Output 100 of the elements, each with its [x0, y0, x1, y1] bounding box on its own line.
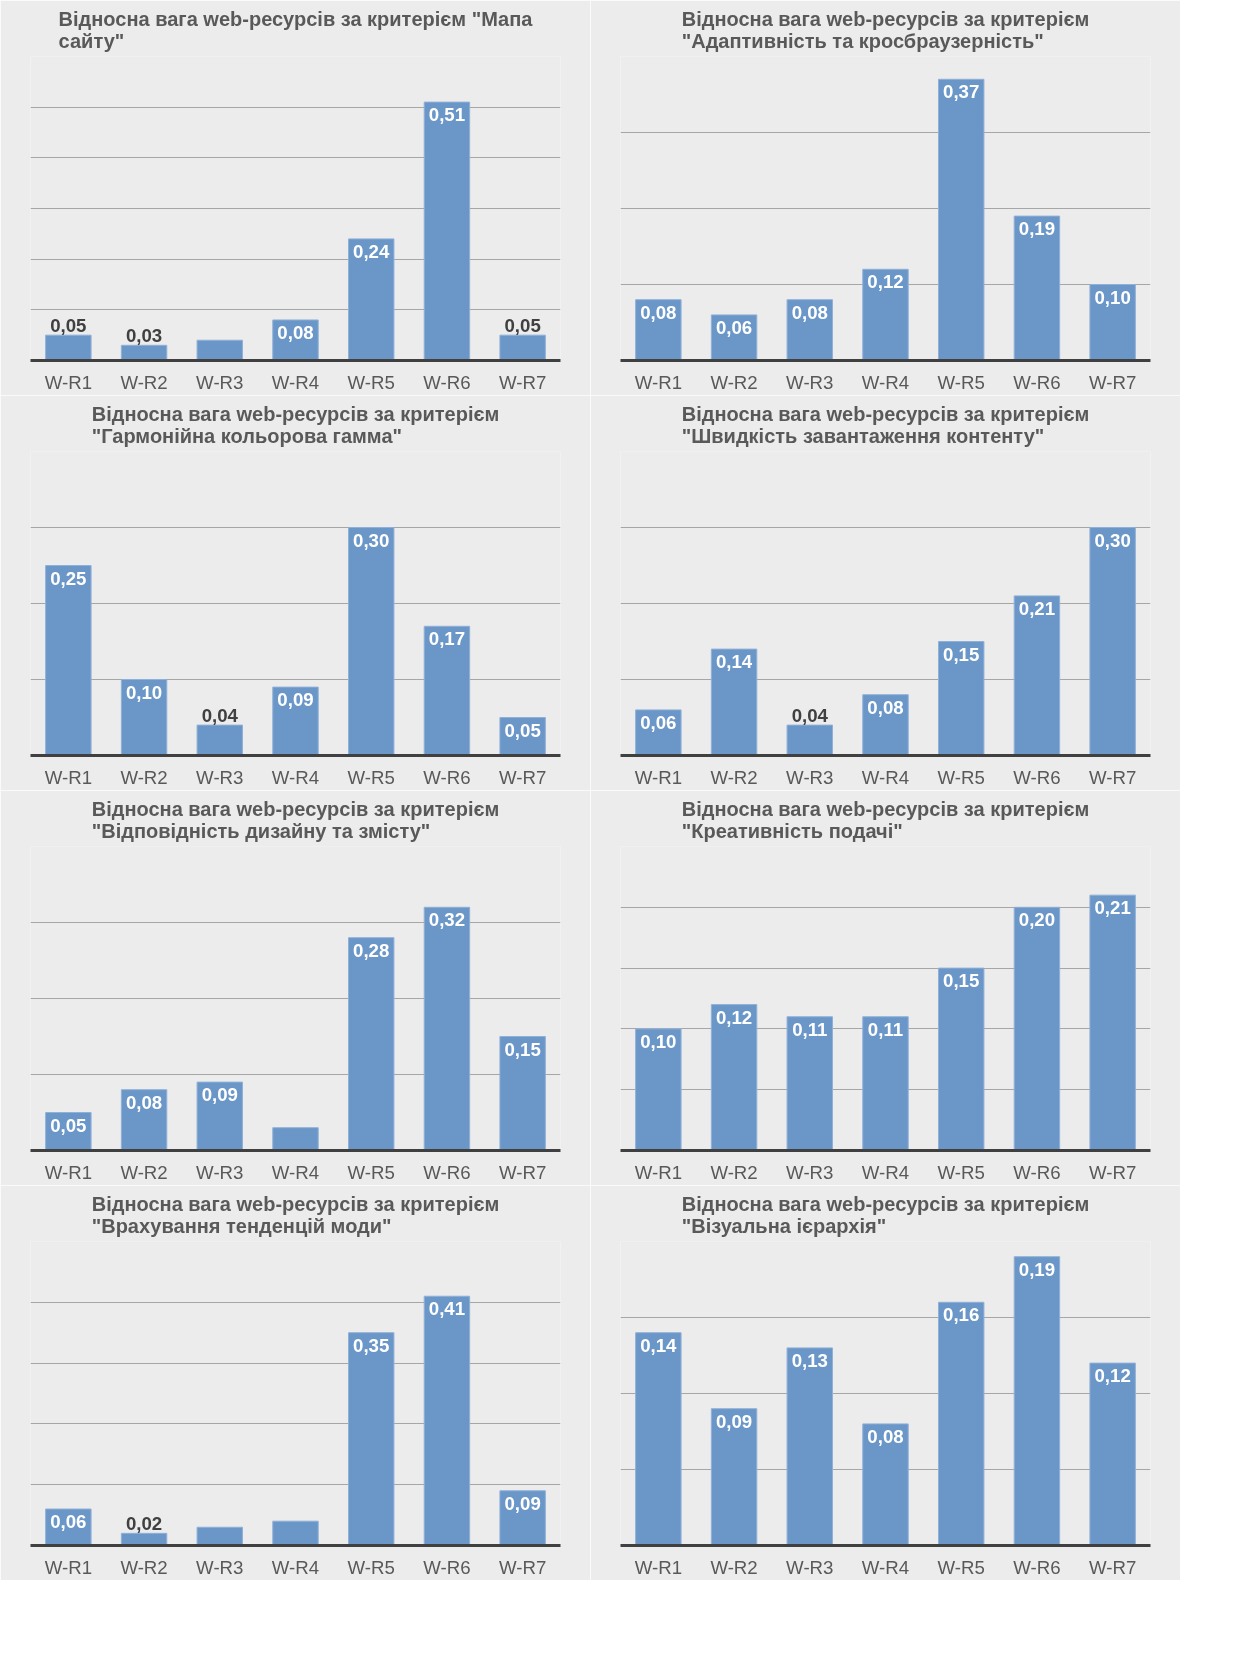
x-tick-label: W-R7 [498, 371, 547, 393]
x-tick-label: W-R3 [786, 1556, 834, 1578]
x-tick-label: W-R1 [44, 766, 93, 788]
data-label: 0,41 [428, 1298, 466, 1320]
x-tick-label: W-R6 [423, 766, 471, 788]
x-tick-label: W-R2 [710, 766, 758, 788]
x-tick-label: W-R5 [937, 766, 985, 788]
data-label: 0,03 [125, 325, 163, 347]
chart-title: Відносна вага web-ресурсів за критерієм "Гармонійна кольорова гамма" [91, 402, 500, 447]
x-tick-label: W-R1 [634, 766, 683, 788]
x-tick-label: W-R4 [271, 371, 320, 393]
x-tick-label: W-R2 [710, 1556, 758, 1578]
x-tick-label: W-R5 [937, 1161, 985, 1183]
x-tick-label: W-R5 [937, 371, 985, 393]
x-tick-label: W-R3 [786, 766, 834, 788]
x-tick-label: W-R1 [44, 371, 93, 393]
data-label: 0,28 [353, 939, 390, 961]
x-tick-label: W-R2 [120, 1161, 168, 1183]
x-tick-label: W-R1 [634, 1556, 683, 1578]
data-label: 0,08 [867, 1425, 904, 1447]
data-label: 0,05 [504, 315, 541, 337]
x-tick-label: W-R5 [347, 766, 395, 788]
x-tick-label: W-R4 [861, 766, 910, 788]
data-label: 0,08 [125, 1091, 163, 1113]
x-tick-label: W-R2 [710, 371, 758, 393]
data-label: 0,19 [1018, 218, 1056, 240]
chart-title: Відносна вага web-ресурсів за критерієм "Мапа сайту" [58, 7, 534, 52]
x-tick-label: W-R2 [710, 1161, 758, 1183]
x-tick-label: W-R7 [498, 1161, 547, 1183]
data-label: 0,04 [201, 705, 239, 727]
data-label: 0,37 [943, 81, 980, 103]
x-tick-label: W-R3 [196, 1556, 244, 1578]
data-label: 0,21 [1018, 597, 1056, 619]
x-tick-label: W-R5 [937, 1556, 985, 1578]
data-label: 0,11 [867, 1018, 904, 1040]
x-tick-label: W-R4 [861, 371, 910, 393]
x-tick-label: W-R6 [423, 1556, 471, 1578]
x-tick-label: W-R6 [1013, 371, 1061, 393]
data-label: 0,06 [640, 711, 677, 733]
data-label: 0,20 [1018, 909, 1056, 931]
x-tick-label: W-R1 [634, 1161, 683, 1183]
x-tick-label: W-R1 [44, 1556, 93, 1578]
x-tick-label: W-R1 [634, 371, 683, 393]
data-label: 0,06 [715, 316, 753, 338]
data-label: 0,10 [640, 1030, 677, 1052]
data-label: 0,16 [943, 1304, 980, 1326]
data-label: 0,15 [504, 1038, 541, 1060]
data-label: 0,35 [353, 1334, 390, 1356]
chart-title: Відносна вага web-ресурсів за критерієм "Візуальна ієрархія" [681, 1192, 1090, 1237]
x-tick-label: W-R3 [196, 371, 244, 393]
data-label: 0,08 [867, 696, 904, 718]
data-label: 0,13 [791, 1349, 828, 1371]
data-label: 0,05 [50, 1114, 87, 1136]
data-label: 0,14 [715, 651, 753, 673]
data-label: 0,12 [1094, 1365, 1131, 1387]
x-tick-label: W-R2 [120, 1556, 168, 1578]
data-label: 0,09 [504, 1492, 541, 1514]
x-tick-label: W-R4 [861, 1556, 910, 1578]
chart-title: Відносна вага web-ресурсів за критерієм "Швидкість завантаження контенту" [681, 402, 1090, 447]
data-label: 0,30 [1094, 529, 1131, 551]
data-label: 0,08 [791, 301, 828, 323]
x-tick-label: W-R7 [1088, 1161, 1137, 1183]
data-label: 0,25 [50, 567, 87, 589]
data-label: 0,51 [428, 104, 466, 126]
x-tick-label: W-R4 [271, 766, 320, 788]
x-tick-label: W-R3 [786, 371, 834, 393]
x-tick-label: W-R5 [347, 371, 395, 393]
x-tick-label: W-R6 [1013, 766, 1061, 788]
data-label: 0,04 [791, 705, 829, 727]
chart-title: Відносна вага web-ресурсів за критерієм "Врахування тенденцій моди" [91, 1192, 500, 1237]
data-label: 0,15 [943, 970, 980, 992]
chart-title: Відносна вага web-ресурсів за критерієм "Адаптивність та кросбраузерність" [681, 7, 1090, 52]
x-tick-label: W-R7 [1088, 1556, 1137, 1578]
chart-title: Відносна вага web-ресурсів за критерієм "Креативність подачі" [681, 797, 1090, 842]
x-tick-label: W-R6 [423, 371, 471, 393]
x-tick-label: W-R6 [423, 1161, 471, 1183]
data-label: 0,24 [353, 240, 390, 262]
data-label: 0,14 [640, 1334, 678, 1356]
x-tick-label: W-R4 [861, 1161, 910, 1183]
data-label: 0,11 [792, 1018, 828, 1040]
x-tick-label: W-R7 [1088, 371, 1137, 393]
data-label: 0,21 [1094, 897, 1131, 919]
x-tick-label: W-R1 [44, 1161, 93, 1183]
data-label: 0,15 [943, 643, 980, 665]
data-label: 0,09 [277, 689, 314, 711]
data-label: 0,05 [50, 315, 87, 337]
data-label: 0,09 [201, 1084, 238, 1106]
data-label: 0,10 [125, 681, 163, 703]
x-tick-label: W-R5 [347, 1161, 395, 1183]
x-tick-label: W-R3 [196, 766, 244, 788]
data-label: 0,05 [504, 719, 541, 741]
x-tick-label: W-R3 [196, 1161, 244, 1183]
x-tick-label: W-R6 [1013, 1161, 1061, 1183]
chart-title: Відносна вага web-ресурсів за критерієм "Відповідність дизайну та змісту" [91, 797, 500, 842]
x-tick-label: W-R7 [498, 766, 547, 788]
data-label: 0,30 [353, 529, 390, 551]
x-tick-label: W-R2 [120, 371, 168, 393]
x-tick-label: W-R7 [1088, 766, 1137, 788]
data-label: 0,12 [715, 1006, 753, 1028]
data-label: 0,02 [125, 1513, 163, 1535]
